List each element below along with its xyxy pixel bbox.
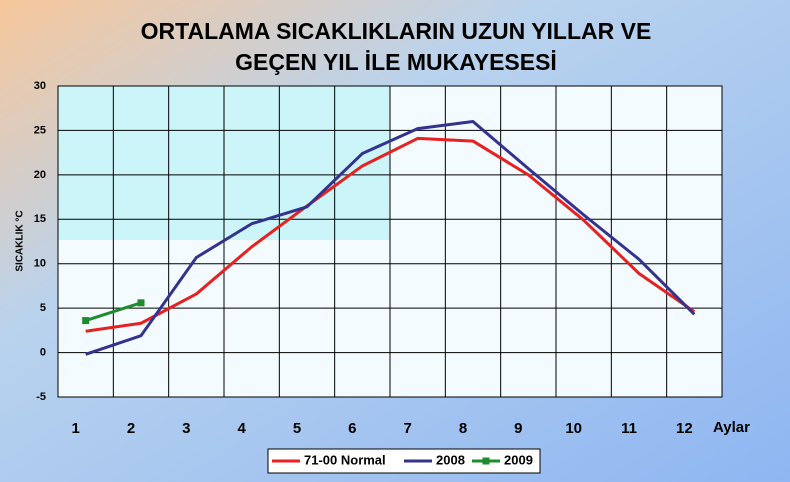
- y-tick-label: 10: [34, 258, 46, 270]
- y-tick-label: 5: [40, 302, 46, 314]
- y-tick-label: 0: [40, 346, 46, 358]
- series-line: [85, 120, 696, 356]
- series-line: [85, 301, 142, 323]
- y-tick-label: 15: [34, 213, 46, 225]
- x-tick-label: 1: [71, 420, 79, 437]
- y-tick-label: 30: [34, 80, 46, 92]
- x-tick-label: 3: [182, 420, 190, 437]
- x-tick-label: 12: [676, 420, 693, 437]
- x-tick-label: 10: [565, 420, 582, 437]
- series-line: [85, 136, 696, 333]
- x-tick-label: 6: [348, 420, 356, 437]
- y-tick-label: -5: [36, 391, 46, 403]
- x-tick-label: 5: [293, 420, 301, 437]
- x-tick-label: 9: [514, 420, 522, 437]
- chart-title: ORTALAMA SICAKLIKLARIN UZUN YILLAR VE: [141, 18, 652, 44]
- x-tick-label: 2: [127, 420, 135, 437]
- x-axis-label: Aylar: [713, 419, 750, 436]
- legend-label: 2009: [504, 452, 533, 467]
- y-tick-label: 25: [34, 124, 46, 136]
- series-marker: [82, 317, 90, 325]
- legend-marker: [482, 457, 490, 465]
- y-axis-label: SICAKLIK °C: [15, 210, 26, 271]
- chart-title: GEÇEN YIL İLE MUKAYESESİ: [235, 49, 557, 75]
- legend-label: 2008: [436, 452, 465, 467]
- x-tick-label: 11: [621, 420, 637, 437]
- x-tick-label: 8: [459, 420, 467, 437]
- y-tick-label: 20: [34, 169, 46, 181]
- plot-border: [57, 85, 723, 398]
- series-marker: [137, 299, 145, 307]
- x-tick-label: 7: [403, 420, 411, 437]
- x-tick-label: 4: [237, 420, 246, 437]
- legend-label: 71-00 Normal: [304, 452, 386, 467]
